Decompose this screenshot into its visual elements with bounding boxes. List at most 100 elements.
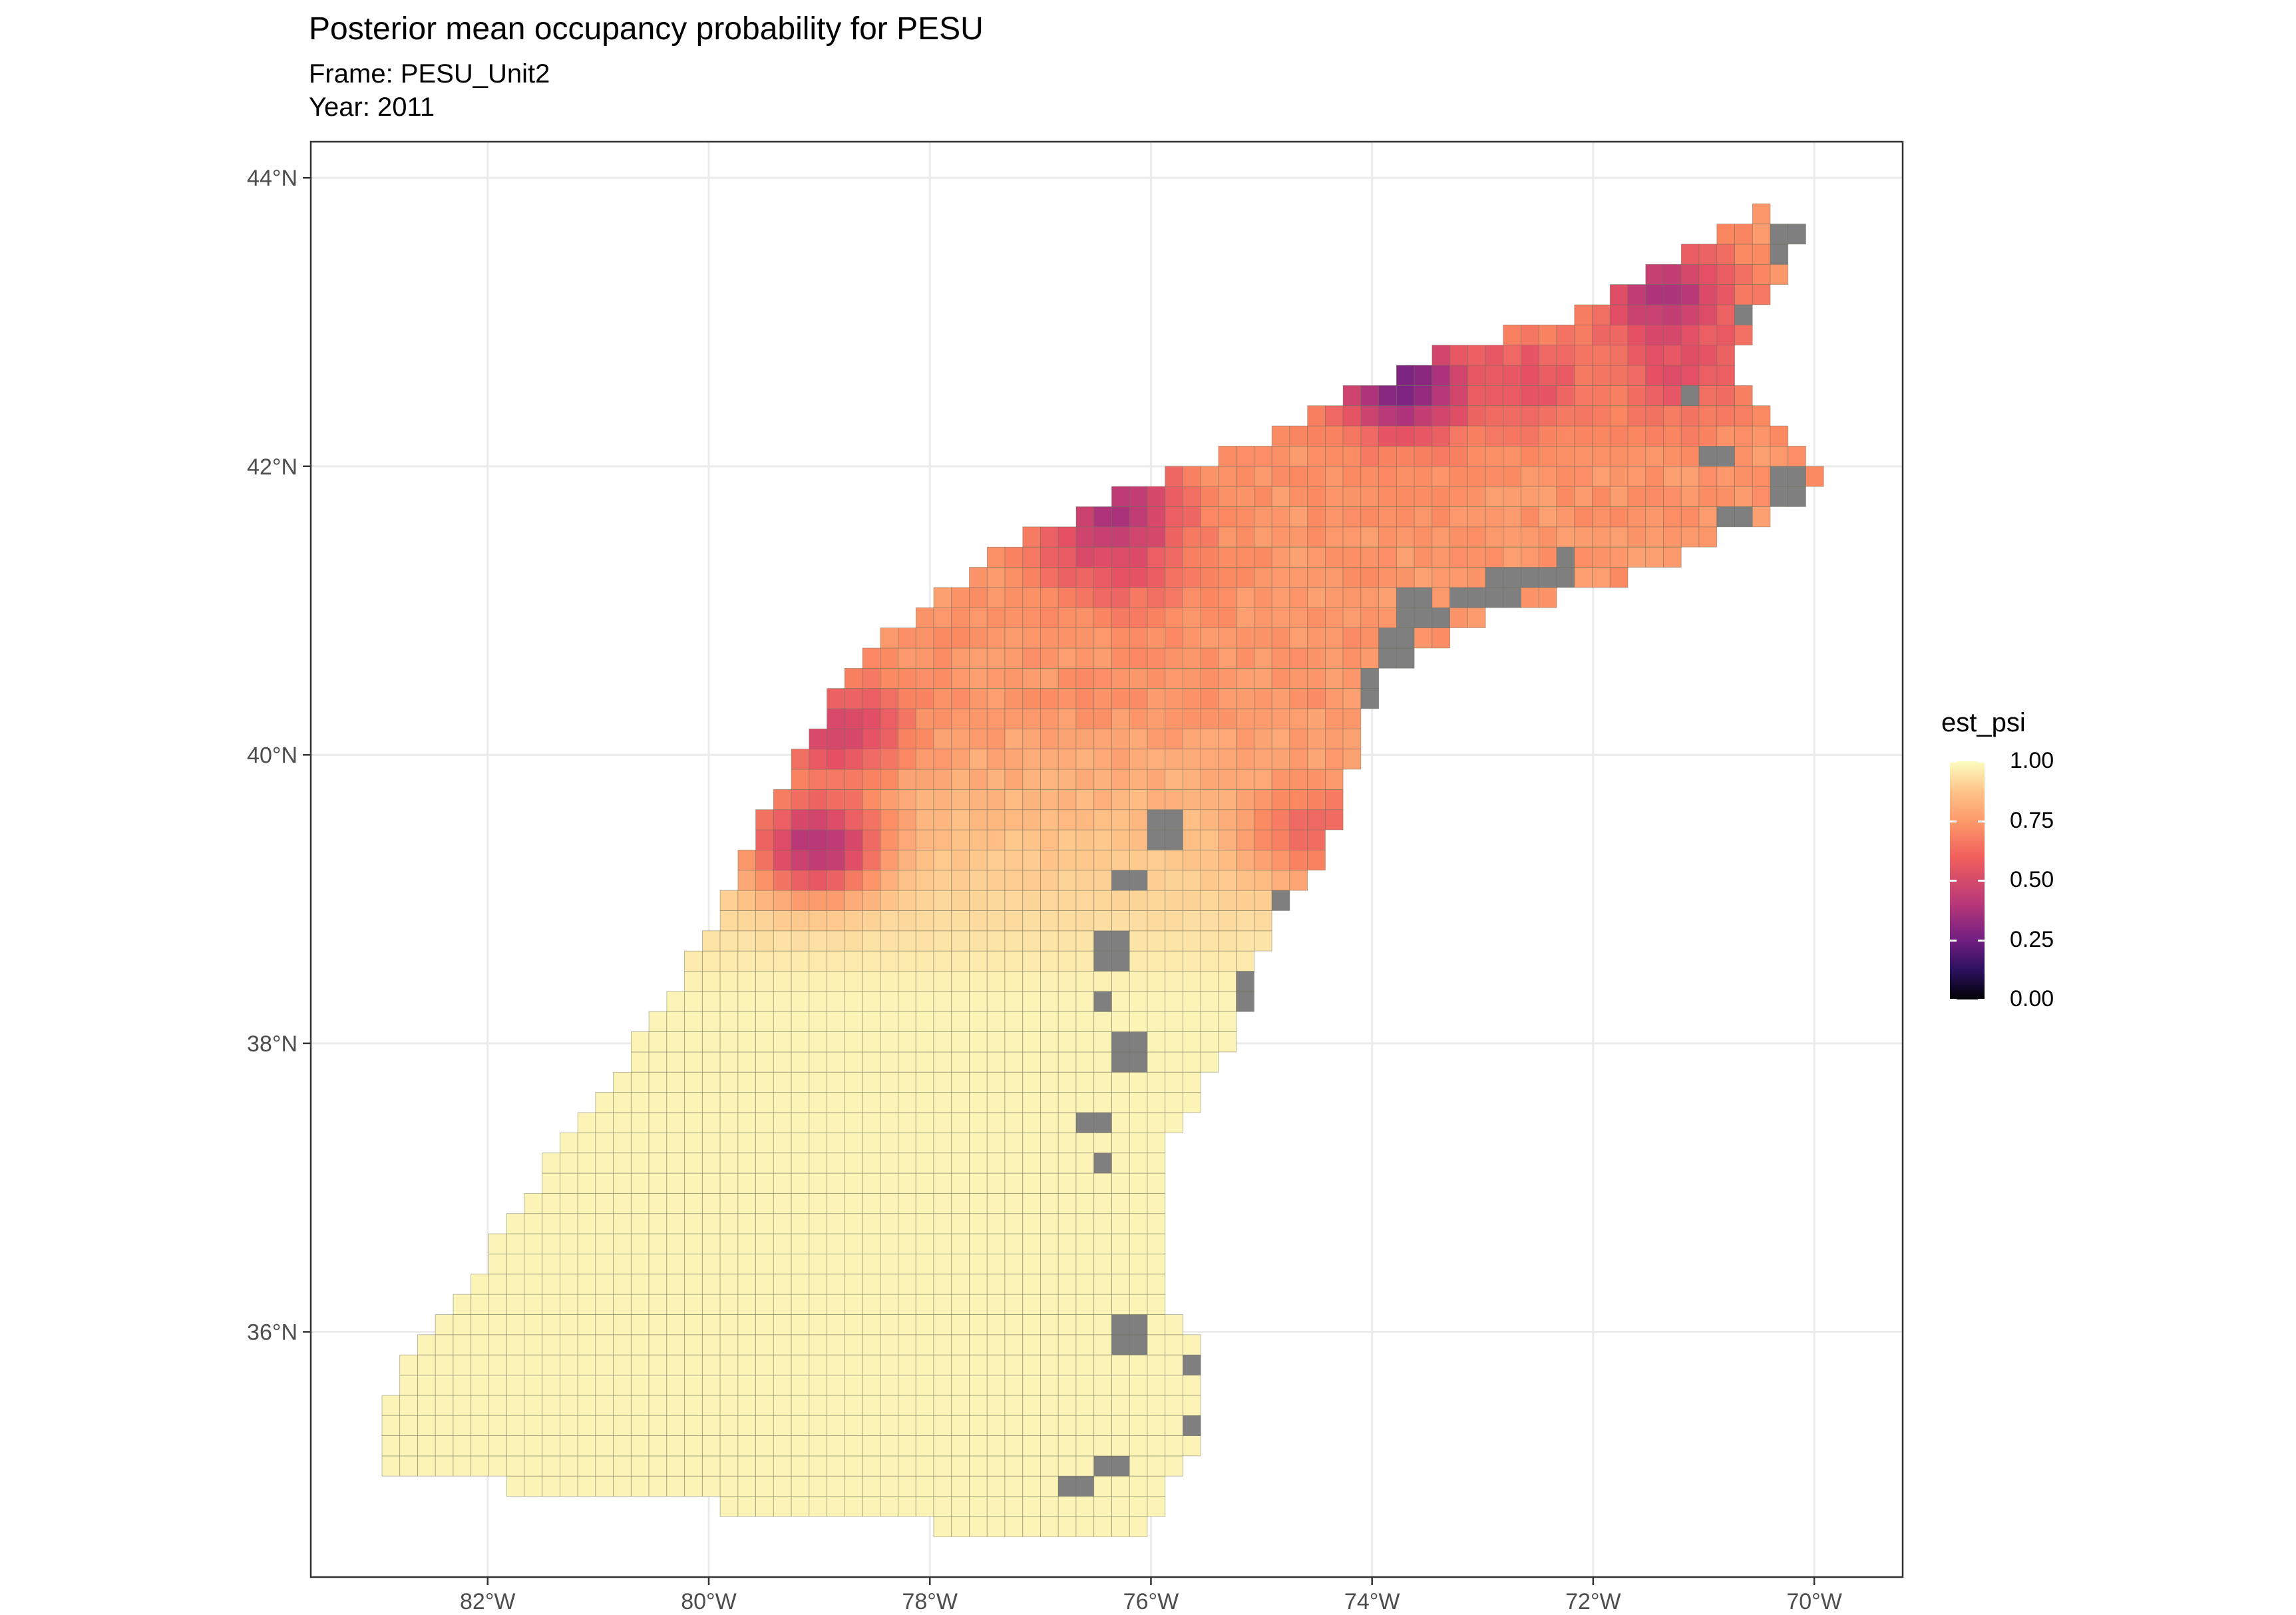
grid-cell <box>719 1294 739 1315</box>
grid-cell <box>898 829 916 850</box>
grid-cell <box>951 587 970 608</box>
grid-cell <box>969 1475 988 1497</box>
grid-cell <box>1040 971 1059 992</box>
grid-cell <box>1165 466 1183 487</box>
grid-cell <box>915 971 934 992</box>
grid-cell <box>1147 1213 1166 1234</box>
grid-cell <box>1075 1274 1095 1295</box>
grid-cell <box>702 1415 721 1436</box>
grid-cell <box>1342 546 1362 568</box>
grid-cell <box>915 950 934 972</box>
grid-cell <box>1057 1415 1077 1436</box>
grid-cell <box>1022 587 1041 608</box>
grid-cell <box>933 1435 952 1457</box>
grid-cell <box>1254 829 1272 850</box>
grid-cell <box>1645 446 1664 467</box>
grid-cell <box>524 1254 543 1275</box>
grid-cell <box>915 769 934 790</box>
grid-cell <box>1289 749 1308 770</box>
grid-cell <box>1200 647 1219 669</box>
grid-cell <box>1129 647 1148 669</box>
grid-cell <box>648 1193 668 1214</box>
grid-cell <box>613 1153 632 1174</box>
grid-cell <box>1734 385 1753 407</box>
grid-cell <box>1093 1314 1112 1336</box>
grid-cell <box>1147 526 1166 548</box>
grid-cell <box>1057 1112 1077 1133</box>
grid-cell <box>737 1092 757 1113</box>
grid-cell <box>506 1274 525 1295</box>
grid-cell <box>631 1375 650 1396</box>
grid-cell <box>1057 910 1077 932</box>
grid-cell <box>986 870 1006 891</box>
grid-cell <box>933 749 952 770</box>
grid-cell <box>1574 385 1593 407</box>
grid-cell <box>791 950 810 972</box>
grid-cell <box>809 1395 827 1416</box>
grid-cell <box>1057 1051 1077 1073</box>
grid-cell <box>880 890 898 911</box>
grid-cell <box>1770 486 1789 507</box>
grid-cell <box>933 789 952 810</box>
grid-cell <box>827 991 845 1012</box>
grid-cell <box>755 1415 774 1436</box>
grid-cell <box>969 1455 988 1477</box>
grid-cell <box>915 789 934 810</box>
grid-cell <box>951 667 970 689</box>
grid-cell <box>1574 567 1593 588</box>
grid-cell <box>560 1254 578 1275</box>
grid-cell <box>1663 425 1682 447</box>
grid-cell <box>1271 607 1290 628</box>
grid-cell <box>809 1011 827 1032</box>
grid-cell <box>844 1092 863 1113</box>
grid-cell <box>933 809 952 830</box>
grid-cell <box>1004 1112 1024 1133</box>
grid-cell <box>1165 587 1183 608</box>
grid-cell <box>1057 628 1077 649</box>
grid-cell <box>1165 971 1183 992</box>
grid-cell <box>1627 304 1646 325</box>
grid-cell <box>951 1475 970 1497</box>
grid-cell <box>702 1354 721 1375</box>
grid-cell <box>809 1435 827 1457</box>
grid-cell <box>1325 546 1344 568</box>
grid-cell <box>1147 1011 1166 1032</box>
grid-cell <box>844 1455 863 1477</box>
grid-cell <box>898 850 916 871</box>
grid-cell <box>1609 345 1628 366</box>
grid-cell <box>471 1274 489 1295</box>
grid-cell <box>1645 546 1664 568</box>
grid-cell <box>702 1011 721 1032</box>
grid-cell <box>862 708 881 729</box>
grid-cell <box>1734 244 1753 265</box>
grid-cell <box>827 1233 845 1254</box>
grid-cell <box>951 971 970 992</box>
grid-cell <box>1040 1254 1059 1275</box>
grid-cell <box>1200 667 1219 689</box>
grid-cell <box>1342 628 1362 649</box>
grid-cell <box>1289 466 1308 487</box>
grid-cell <box>1556 446 1575 467</box>
grid-cell <box>1004 749 1024 770</box>
grid-cell <box>1414 365 1433 386</box>
grid-cell <box>1289 587 1308 608</box>
grid-cell <box>1698 486 1718 507</box>
grid-cell <box>1538 365 1557 386</box>
grid-cell <box>951 1132 970 1154</box>
grid-cell <box>827 870 845 891</box>
grid-cell <box>1057 1375 1077 1396</box>
grid-cell <box>1521 446 1539 467</box>
grid-cell <box>898 1011 916 1032</box>
grid-cell <box>1627 526 1646 548</box>
grid-cell <box>1503 587 1521 608</box>
grid-cell <box>1165 950 1183 972</box>
grid-cell <box>898 1153 916 1174</box>
grid-cell <box>791 1314 810 1336</box>
grid-cell <box>1396 567 1415 588</box>
grid-cell <box>471 1395 489 1416</box>
grid-cell <box>1093 1172 1112 1194</box>
grid-cell <box>560 1172 578 1194</box>
grid-cell <box>1075 1516 1095 1537</box>
grid-cell <box>809 1354 827 1375</box>
grid-cell <box>1111 1294 1130 1315</box>
